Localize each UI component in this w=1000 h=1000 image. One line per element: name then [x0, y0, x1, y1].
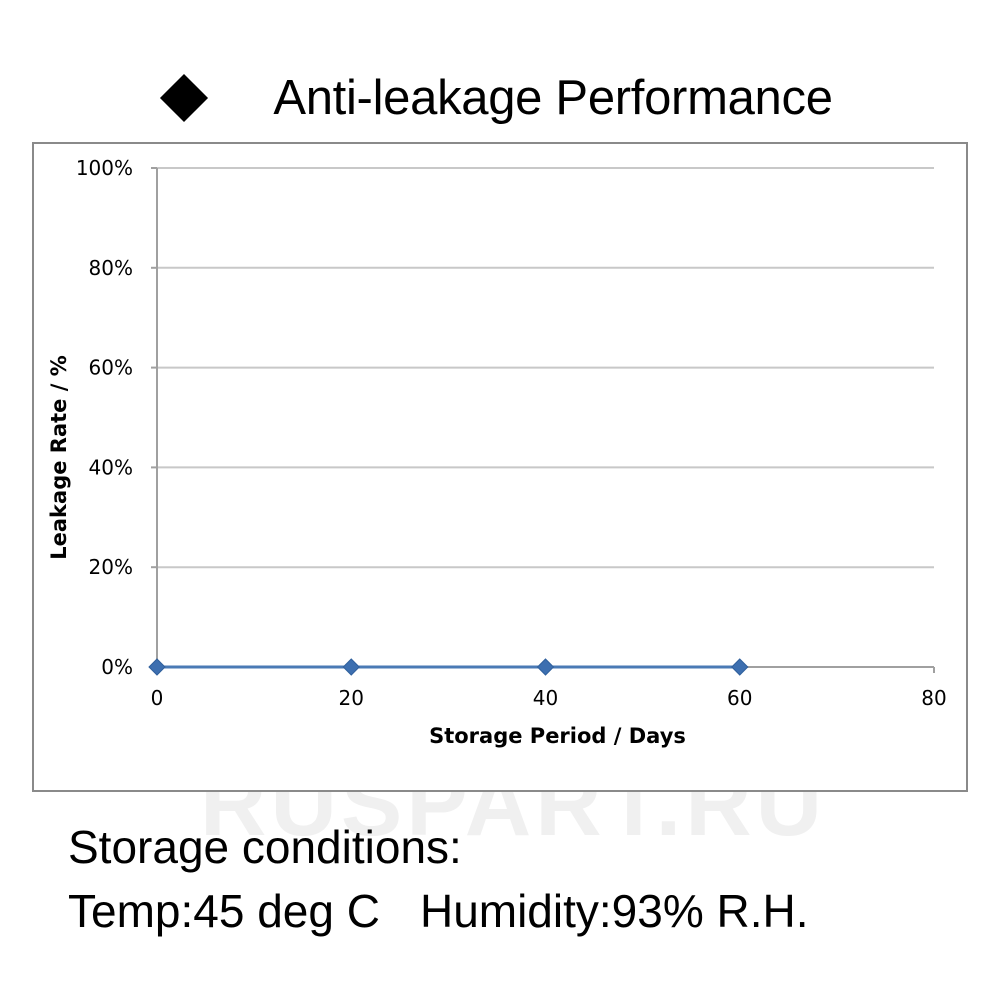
x-axis-title: Storage Period / Days	[429, 724, 686, 748]
x-tick-label: 20	[339, 686, 364, 710]
title-row: Anti-leakage Performance	[0, 58, 1000, 138]
humidity-value: Humidity:93% R.H.	[419, 885, 809, 937]
x-tick-label: 40	[533, 686, 558, 710]
diamond-bullet-icon	[160, 73, 209, 123]
conditions-values: Temp:45 deg C Humidity:93% R.H.	[68, 879, 809, 943]
temp-value: Temp:45 deg C	[68, 885, 380, 937]
y-axis-title: Leakage Rate / %	[47, 355, 71, 559]
data-point	[342, 658, 360, 676]
x-tick-label: 80	[921, 686, 946, 710]
chart-frame: 0% 20% 40% 60% 80% 100% 0 20 40 60 80 Storage Perio…	[32, 142, 968, 792]
y-tick-label: 0%	[101, 655, 133, 679]
y-tick-label: 40%	[89, 455, 133, 479]
conditions-heading: Storage conditions:	[68, 821, 462, 873]
y-tick-label: 80%	[89, 256, 133, 280]
y-tick-label: 20%	[89, 555, 133, 579]
y-tick-label: 100%	[76, 156, 133, 180]
leakage-chart: 0% 20% 40% 60% 80% 100% 0 20 40 60 80 Storage Perio…	[47, 156, 947, 748]
storage-conditions: Storage conditions: Temp:45 deg C Humidit…	[68, 815, 809, 943]
data-point	[731, 658, 749, 676]
x-tick-label: 60	[727, 686, 752, 710]
data-point	[536, 658, 555, 676]
y-tick-label: 60%	[89, 356, 133, 380]
page-title: Anti-leakage Performance	[273, 71, 833, 125]
data-point	[148, 658, 166, 676]
x-tick-label: 0	[151, 686, 164, 710]
